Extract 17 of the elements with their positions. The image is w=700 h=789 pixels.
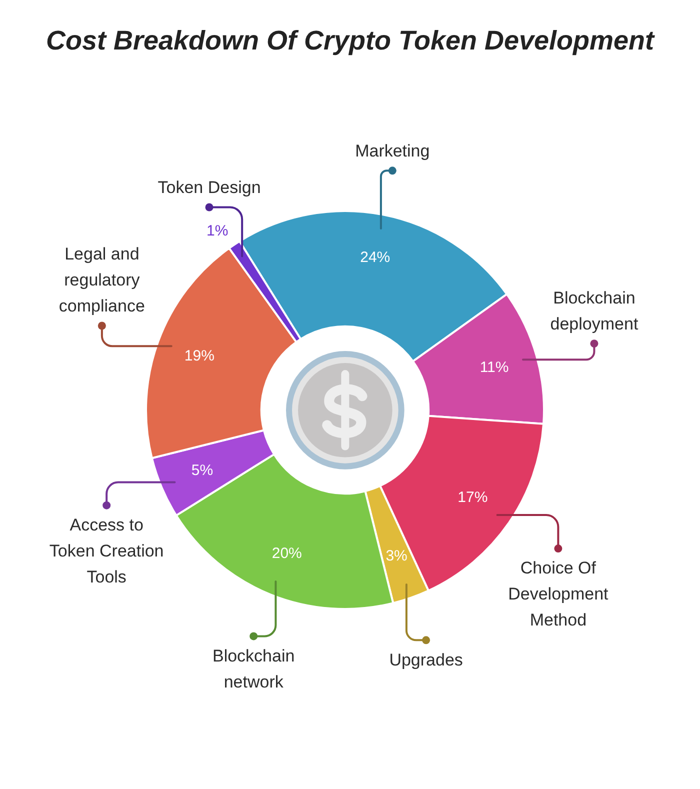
data-label: 3% <box>386 547 408 564</box>
data-label: 20% <box>272 544 302 562</box>
slice-label: Upgrades <box>389 650 463 670</box>
slice-label: Marketing <box>355 142 430 161</box>
slice-label: Choice Of Development Method <box>508 558 609 630</box>
data-label: 11% <box>480 358 509 376</box>
data-label: 24% <box>360 248 390 266</box>
slice-label: Access to Token Creation Tools <box>49 516 164 587</box>
slice-label: Blockchain network <box>212 646 295 692</box>
data-label: 19% <box>184 348 214 365</box>
chart-title: Cost Breakdown Of Crypto Token Development <box>46 25 656 56</box>
slice-label: Blockchain deployment <box>550 288 638 334</box>
data-label: 5% <box>191 462 214 479</box>
data-label: 1% <box>206 222 228 240</box>
data-label: 17% <box>458 489 488 506</box>
slice-label: Legal and regulatory compliance <box>58 244 145 316</box>
slice-label: Token Design <box>158 178 261 198</box>
